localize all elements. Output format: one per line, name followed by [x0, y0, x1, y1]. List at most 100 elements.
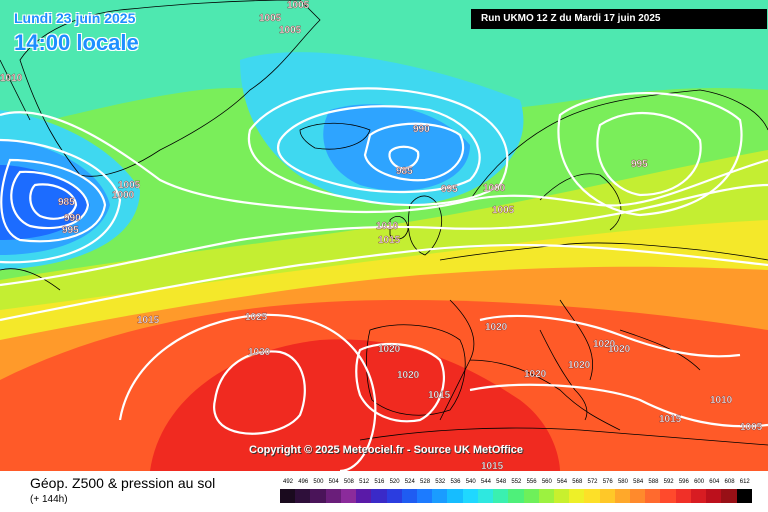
scale-swatch [340, 489, 357, 503]
run-banner: Run UKMO 12 Z du Mardi 17 juin 2025 [471, 9, 767, 29]
scale-swatch [477, 489, 494, 503]
scale-tick-label: 548 [496, 479, 507, 485]
scale-swatch [508, 489, 524, 503]
isobar-label: 1015 [481, 461, 504, 471]
coast-europe [439, 242, 768, 431]
color-scale-labels: 492 496 500 504 508 512 516 520 524 528 532 536 540 5… [280, 479, 752, 489]
forecast-time: 14:00 locale [14, 30, 139, 55]
scale-swatch [553, 489, 570, 503]
scale-tick-label: 604 [709, 479, 720, 485]
scale-tick-label: 552 [511, 479, 522, 485]
scale-tick-label: 572 [587, 479, 598, 485]
scale-tick-label: 544 [480, 479, 491, 485]
isobar-990-low-north [363, 122, 465, 182]
scale-swatch [569, 489, 585, 503]
scale-tick-label: 588 [648, 479, 659, 485]
scale-tick-label: 596 [678, 479, 689, 485]
isobar-label: 1005 [740, 422, 763, 433]
scale-swatch [675, 489, 691, 503]
scale-swatch [386, 489, 402, 503]
isobar-1000-low-north [247, 87, 509, 207]
isobar-label: 1015 [137, 315, 160, 326]
isobar-label: 1020 [485, 322, 508, 333]
scale-tick-label: 512 [359, 479, 370, 485]
scale-tick-label: 568 [572, 479, 583, 485]
isobar-label: 1020 [378, 344, 401, 355]
isobar-label: 985 [58, 197, 75, 208]
isobar-995-low-north [277, 105, 481, 194]
isobar-1010-line [0, 183, 768, 287]
scale-tick-label: 496 [298, 479, 309, 485]
isobars [0, 87, 768, 471]
coast-britain [408, 195, 442, 256]
scale-swatch [416, 489, 433, 503]
color-scale-bar [280, 489, 752, 503]
coast-ireland [389, 216, 409, 240]
coast-africa [359, 427, 768, 446]
scale-tick-label: 612 [739, 479, 750, 485]
isobar-label: 1030 [248, 347, 271, 358]
isobar-label: 985 [396, 166, 413, 177]
isobar-label: 990 [413, 124, 430, 135]
isobar-label: 1005 [259, 13, 282, 24]
scale-swatch [645, 489, 661, 503]
scale-tick-label: 500 [313, 479, 324, 485]
scale-tick-label: 540 [465, 479, 476, 485]
isobar-label: 1005 [492, 205, 515, 216]
scale-swatch [614, 489, 631, 503]
isobar-label: 1020 [608, 344, 631, 355]
scale-tick-label: 584 [633, 479, 644, 485]
scale-swatch [447, 489, 463, 503]
coast-canada [0, 59, 61, 291]
scale-swatch [493, 489, 509, 503]
forecast-lead-time: (+ 144h) [30, 494, 68, 505]
isobar-1005-line [0, 111, 768, 214]
scale-tick-label: 536 [450, 479, 461, 485]
scale-tick-label: 600 [694, 479, 705, 485]
scale-tick-label: 532 [435, 479, 446, 485]
scale-swatch [432, 489, 448, 503]
scale-tick-label: 520 [389, 479, 400, 485]
isobar-label: 1010 [710, 395, 733, 406]
isobar-1030-azores [213, 350, 306, 435]
scale-tick-label: 524 [404, 479, 415, 485]
isobar-label: 1000 [112, 190, 135, 201]
isobar-label: 995 [62, 225, 79, 236]
coast-iceland [299, 122, 371, 150]
isobar-label: 995 [441, 184, 458, 195]
scale-tick-label: 504 [328, 479, 339, 485]
scale-swatch [356, 489, 372, 503]
isobar-1020-med [479, 314, 741, 358]
scale-swatch [325, 489, 341, 503]
isobar-label: 1020 [524, 369, 547, 380]
isobar-label: 1005 [279, 25, 302, 36]
isobar-label: 1020 [593, 339, 616, 350]
isobar-1000-low-west [0, 138, 122, 264]
isobar-label: 1020 [397, 370, 420, 381]
isobar-label: 995 [631, 159, 648, 170]
scale-tick-label: 580 [617, 479, 628, 485]
scale-swatch [310, 489, 326, 503]
isobar-985-low-north [388, 145, 420, 170]
isobar-label: 1005 [118, 180, 141, 191]
isobar-label: 990 [64, 213, 81, 224]
coastlines [0, 0, 768, 446]
scale-swatch [401, 489, 417, 503]
scale-swatch [630, 489, 646, 503]
scale-swatch [660, 489, 676, 503]
scale-swatch [295, 489, 311, 503]
field-red [150, 339, 560, 471]
forecast-date: Lundi 23 juin 2025 [14, 10, 136, 26]
scale-swatch [706, 489, 722, 503]
isobar-label: 1020 [568, 360, 591, 371]
isobar-1025-azores [118, 313, 377, 471]
scale-tick-label: 492 [282, 479, 293, 485]
scale-tick-label: 560 [541, 479, 552, 485]
isobar-985-low-west [29, 183, 78, 220]
scale-tick-label: 556 [526, 479, 537, 485]
scale-tick-label: 508 [343, 479, 354, 485]
weather-map: 1005 1005 1005 1010 985 990 995 1005 100… [0, 0, 768, 471]
isobar-label: 1015 [659, 414, 682, 425]
legend-footer: Géop. Z500 & pression au sol (+ 144h) 49… [0, 471, 768, 512]
scale-swatch [462, 489, 478, 503]
